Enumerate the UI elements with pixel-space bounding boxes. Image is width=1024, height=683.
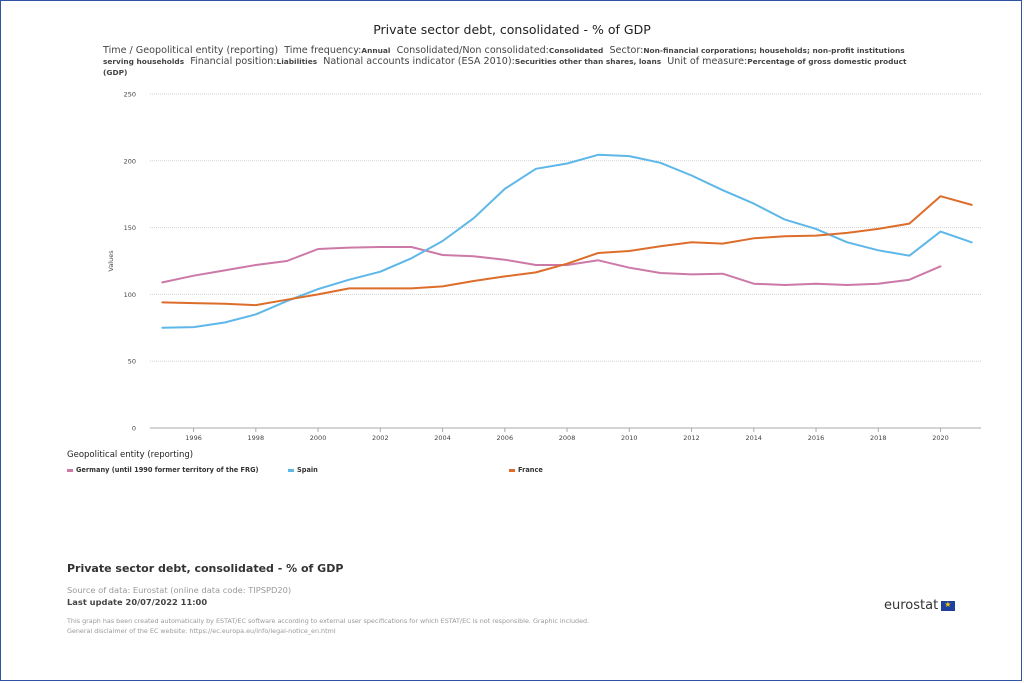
legend-label: France [518,466,543,474]
series-line-1 [161,153,973,329]
y-axis-label: Values [107,250,115,272]
legend-item-france[interactable]: France [509,466,543,474]
subtitle-key: Consolidated/Non consolidated: [396,45,549,56]
chart-subtitle: Time / Geopolitical entity (reporting) T… [103,45,923,78]
legend-title: Geopolitical entity (reporting) [67,450,194,460]
x-tick-label: 2016 [808,434,825,442]
eurostat-logo[interactable]: eurostat [884,598,956,613]
subtitle-key: Time / Geopolitical entity (reporting) [103,45,279,56]
logo-text: eurostat [884,598,939,613]
legend-swatch [509,468,515,472]
subtitle-key: National accounts indicator (ESA 2010): [323,56,515,67]
footer-disclaimer: This graph has been created automaticall… [67,616,767,636]
x-tick-label: 2014 [746,434,763,442]
footer-update: Last update 20/07/2022 11:00 [67,597,208,607]
x-tick-label: 2020 [932,434,949,442]
y-tick-label: 250 [124,91,136,99]
legend-item-germany[interactable]: Germany (until 1990 former territory of … [67,466,259,474]
series-line-0 [161,246,942,286]
legend-label: Spain [297,466,318,474]
x-tick-label: 2000 [310,434,327,442]
y-tick-label: 100 [124,291,136,299]
legend-label: Germany (until 1990 former territory of … [76,466,259,474]
chart-title: Private sector debt, consolidated - % of… [373,22,651,37]
x-tick-label: 1998 [248,434,265,442]
x-tick-label: 2002 [372,434,389,442]
legend-swatch [288,468,294,472]
series-line-2 [161,195,973,307]
subtitle-value: Consolidated [548,46,604,55]
footer-title: Private sector debt, consolidated - % of… [67,562,344,575]
subtitle-key: Sector: [609,45,644,56]
subtitle-value: Non-financial corporations; households; … [103,46,905,66]
legend-item-spain[interactable]: Spain [288,466,318,474]
y-tick-label: 150 [124,224,136,232]
subtitle-value: Liabilities [276,57,318,66]
y-tick-label: 50 [128,358,136,366]
x-tick-label: 2012 [683,434,700,442]
eu-flag-icon [941,600,956,611]
x-tick-label: 2004 [434,434,451,442]
subtitle-value: Percentage of gross domestic product (GD… [103,57,907,77]
x-tick-label: 2008 [559,434,576,442]
x-tick-label: 2006 [497,434,514,442]
disclaimer-link[interactable]: General disclaimer of the EC website: ht… [67,627,336,635]
disclaimer-line: This graph has been created automaticall… [67,617,590,625]
subtitle-key: Time frequency: [284,45,362,56]
legend-swatch [67,468,73,472]
x-tick-label: 1996 [185,434,202,442]
x-tick-label: 2010 [621,434,638,442]
footer-source: Source of data: Eurostat (online data co… [67,585,292,595]
subtitle-key: Financial position: [190,56,277,67]
subtitle-value: Annual [361,46,391,55]
y-tick-label: 0 [132,425,136,433]
subtitle-value: Securities other than shares, loans [514,57,662,66]
y-tick-label: 200 [124,157,136,165]
subtitle-key: Unit of measure: [667,56,748,67]
x-tick-label: 2018 [870,434,887,442]
